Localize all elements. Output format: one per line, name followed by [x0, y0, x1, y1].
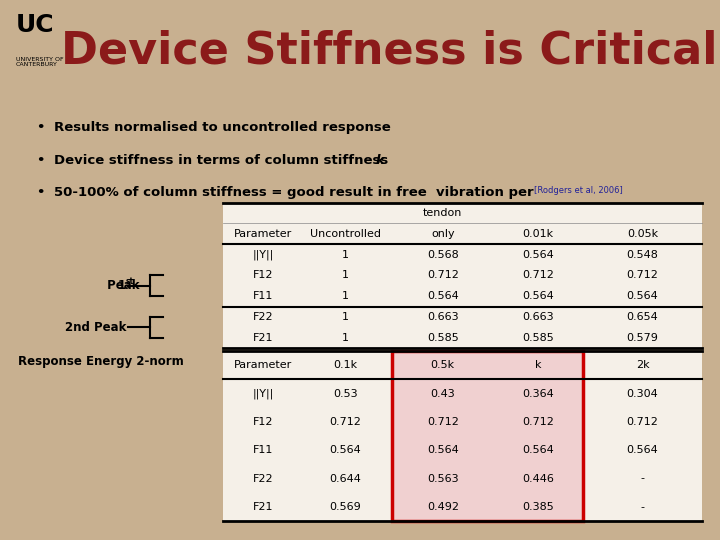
Text: st: st	[126, 277, 134, 286]
Text: 0.364: 0.364	[522, 388, 554, 399]
Text: 0.663: 0.663	[427, 312, 459, 322]
FancyBboxPatch shape	[223, 351, 702, 521]
Text: 1: 1	[342, 312, 349, 322]
FancyBboxPatch shape	[223, 202, 702, 348]
Text: 0.563: 0.563	[427, 474, 459, 484]
Text: 0.568: 0.568	[427, 249, 459, 260]
Text: 0.1k: 0.1k	[333, 360, 358, 370]
Text: ||Y||: ||Y||	[252, 388, 274, 399]
Text: 0.548: 0.548	[626, 249, 659, 260]
Text: 0.01k: 0.01k	[523, 229, 554, 239]
Text: 0.564: 0.564	[330, 445, 361, 455]
Text: 0.43: 0.43	[431, 388, 455, 399]
Text: •: •	[36, 186, 45, 199]
Text: F21: F21	[253, 333, 273, 343]
Text: 0.564: 0.564	[522, 445, 554, 455]
Text: 0.385: 0.385	[522, 502, 554, 512]
Text: 0.564: 0.564	[522, 291, 554, 301]
Text: 0.712: 0.712	[330, 417, 361, 427]
Text: 0.585: 0.585	[522, 333, 554, 343]
Text: [Rodgers et al, 2006]: [Rodgers et al, 2006]	[534, 186, 623, 195]
Text: 0.654: 0.654	[626, 312, 659, 322]
Text: Peak: Peak	[103, 279, 140, 292]
FancyBboxPatch shape	[392, 351, 583, 521]
Text: Results normalised to uncontrolled response: Results normalised to uncontrolled respo…	[54, 122, 391, 134]
Text: 0.564: 0.564	[427, 291, 459, 301]
Text: -: -	[641, 474, 644, 484]
Text: 1: 1	[118, 279, 126, 292]
Text: 0.712: 0.712	[626, 271, 659, 280]
Text: k: k	[375, 154, 384, 167]
Text: 0.5k: 0.5k	[431, 360, 455, 370]
Text: 0.712: 0.712	[427, 271, 459, 280]
Text: 0.564: 0.564	[626, 291, 659, 301]
Text: tendon: tendon	[423, 208, 462, 218]
Text: Response Energy 2-norm: Response Energy 2-norm	[18, 355, 184, 368]
Text: 0.446: 0.446	[522, 474, 554, 484]
Text: F11: F11	[253, 445, 273, 455]
Text: 0.712: 0.712	[522, 271, 554, 280]
Text: F22: F22	[253, 312, 273, 322]
Text: UNIVERSITY OF
CANTERBURY: UNIVERSITY OF CANTERBURY	[16, 57, 63, 68]
Text: 0.644: 0.644	[330, 474, 361, 484]
Text: 0.712: 0.712	[626, 417, 659, 427]
Text: 0.53: 0.53	[333, 388, 358, 399]
Text: 2nd Peak: 2nd Peak	[65, 321, 126, 334]
Text: 0.304: 0.304	[626, 388, 659, 399]
Text: F12: F12	[253, 417, 273, 427]
Text: Device stiffness in terms of column stiffness: Device stiffness in terms of column stif…	[54, 154, 393, 167]
Text: 0.564: 0.564	[626, 445, 659, 455]
Text: 2k: 2k	[636, 360, 649, 370]
Text: F21: F21	[253, 502, 273, 512]
Text: 0.579: 0.579	[626, 333, 659, 343]
Text: •: •	[36, 122, 45, 134]
Text: UC: UC	[16, 14, 55, 37]
Text: 0.564: 0.564	[427, 445, 459, 455]
Text: 0.492: 0.492	[427, 502, 459, 512]
Text: Uncontrolled: Uncontrolled	[310, 229, 381, 239]
Text: 50-100% of column stiffness = good result in free  vibration per: 50-100% of column stiffness = good resul…	[54, 186, 539, 199]
Text: 0.663: 0.663	[523, 312, 554, 322]
Text: F22: F22	[253, 474, 273, 484]
Text: 0.585: 0.585	[427, 333, 459, 343]
Text: F11: F11	[253, 291, 273, 301]
Text: 0.569: 0.569	[330, 502, 361, 512]
Text: 0.05k: 0.05k	[627, 229, 658, 239]
Text: 1: 1	[342, 291, 349, 301]
Text: -: -	[641, 502, 644, 512]
Text: only: only	[431, 229, 454, 239]
Text: 1: 1	[342, 271, 349, 280]
Text: k: k	[535, 360, 541, 370]
Text: 1: 1	[342, 249, 349, 260]
Text: Parameter: Parameter	[234, 360, 292, 370]
Text: 0.712: 0.712	[522, 417, 554, 427]
Text: ||Y||: ||Y||	[252, 249, 274, 260]
Text: 0.564: 0.564	[522, 249, 554, 260]
Text: Parameter: Parameter	[234, 229, 292, 239]
Text: F12: F12	[253, 271, 273, 280]
Text: •: •	[36, 154, 45, 167]
Text: 0.712: 0.712	[427, 417, 459, 427]
Text: Device Stiffness is Critical: Device Stiffness is Critical	[60, 30, 717, 73]
Text: 1: 1	[342, 333, 349, 343]
